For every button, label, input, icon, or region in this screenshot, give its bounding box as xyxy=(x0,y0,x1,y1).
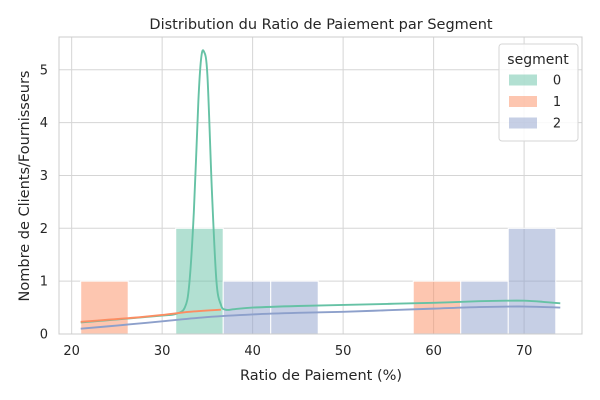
x-tick-label: 50 xyxy=(335,344,352,359)
legend-items: 0 1 2 xyxy=(509,74,561,132)
legend-box xyxy=(498,43,579,142)
kde-curve-segment-0 xyxy=(80,49,561,324)
chart-title: Distribution du Ratio de Paiement par Se… xyxy=(149,17,492,33)
legend-label-segment-1: 1 xyxy=(553,95,561,110)
legend-swatch-segment-1 xyxy=(509,96,537,107)
y-axis-label: Nombre de Clients/Fournisseurs xyxy=(17,71,33,302)
legend: segment 0 1 2 xyxy=(498,43,579,142)
y-tick-label: 2 xyxy=(40,222,48,237)
legend-swatch-segment-0 xyxy=(509,74,537,86)
legend-label-segment-0: 0 xyxy=(553,74,561,89)
y-tick-label: 5 xyxy=(40,63,48,78)
x-tick-label: 30 xyxy=(154,344,171,359)
x-axis-label: Ratio de Paiement (%) xyxy=(240,368,402,384)
x-tick-label: 70 xyxy=(516,344,533,359)
plot-frame xyxy=(58,36,583,335)
legend-label-segment-2: 2 xyxy=(553,117,561,132)
histogram-bar-segment-2 xyxy=(507,227,557,335)
legend-swatch-segment-2 xyxy=(509,117,537,129)
y-tick-labels: 0 1 2 3 4 5 xyxy=(40,63,48,342)
legend-title: segment xyxy=(507,52,569,68)
kde-curves xyxy=(80,49,561,330)
bars xyxy=(80,227,557,335)
kde-curve-segment-1 xyxy=(80,308,222,323)
x-tick-label: 60 xyxy=(425,344,442,359)
y-tick-label: 3 xyxy=(40,169,48,184)
x-tick-labels: 20 30 40 50 60 70 xyxy=(63,344,532,359)
y-tick-label: 1 xyxy=(40,275,48,290)
histogram-bar-segment-2 xyxy=(270,280,319,335)
x-tick-label: 20 xyxy=(63,344,80,359)
y-tick-label: 0 xyxy=(40,328,48,343)
y-tick-label: 4 xyxy=(40,116,48,131)
kde-curve-segment-2 xyxy=(80,305,561,330)
x-tick-label: 40 xyxy=(244,344,261,359)
